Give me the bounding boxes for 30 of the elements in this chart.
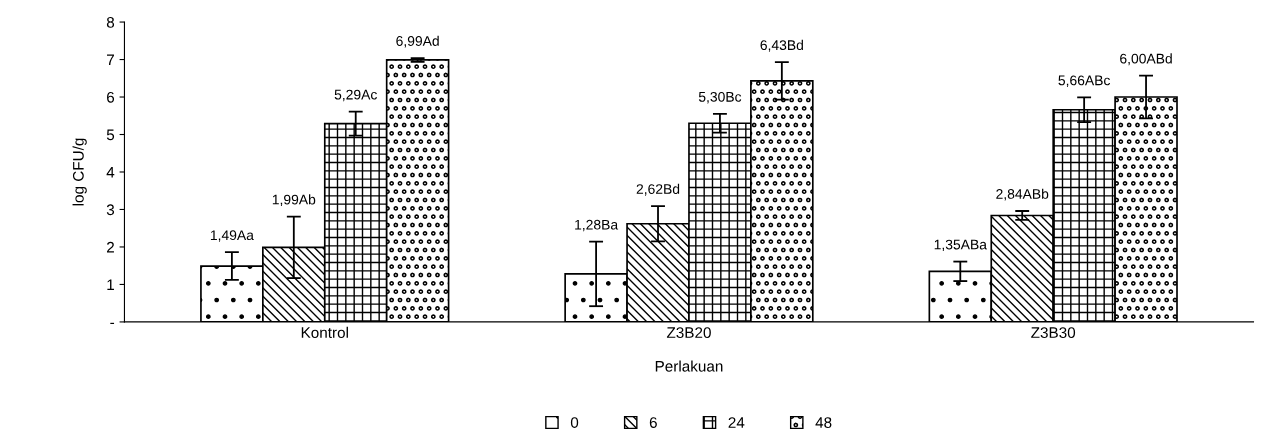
- legend-label: 48: [815, 417, 832, 428]
- data-label: 1,35ABa: [934, 239, 987, 252]
- y-tick-label: 3: [106, 204, 115, 216]
- y-axis-title: log CFU/g: [72, 138, 87, 206]
- y-tick-label: 8: [106, 16, 115, 28]
- y-tick-label: 2: [107, 241, 114, 253]
- x-tick-label: Z3B30: [1031, 327, 1076, 339]
- data-label: 5,66ABc: [1058, 75, 1111, 87]
- y-tick-label: 6: [107, 91, 115, 103]
- data-label: 6,00ABd: [1120, 53, 1172, 66]
- x-tick-label: Kontrol: [301, 326, 348, 339]
- data-label: 1,99Ab: [272, 194, 316, 207]
- y-tick-label: 1: [107, 279, 114, 290]
- data-label: 2,62Bd: [636, 183, 680, 196]
- legend-label: 0: [570, 417, 579, 428]
- legend-label: 24: [728, 417, 745, 428]
- y-tick-label: 7: [107, 54, 114, 66]
- legend-label: 6: [649, 417, 657, 428]
- y-tick-label: 4: [106, 167, 115, 178]
- x-axis-title: Perlakuan: [655, 360, 723, 372]
- data-label: 6,43Bd: [760, 39, 803, 52]
- data-label: 5,30Bc: [698, 91, 742, 104]
- data-label: 1,28Ba: [575, 219, 619, 232]
- data-label: 5,29Ac: [334, 89, 377, 102]
- y-tick-label: -: [110, 322, 115, 324]
- x-tick-label: Z3B20: [666, 327, 711, 339]
- data-label: 2,84ABb: [996, 188, 1049, 201]
- data-label: 1,49Aa: [210, 230, 254, 242]
- data-label: 6,99Ad: [396, 35, 439, 48]
- y-tick-label: 5: [106, 129, 115, 141]
